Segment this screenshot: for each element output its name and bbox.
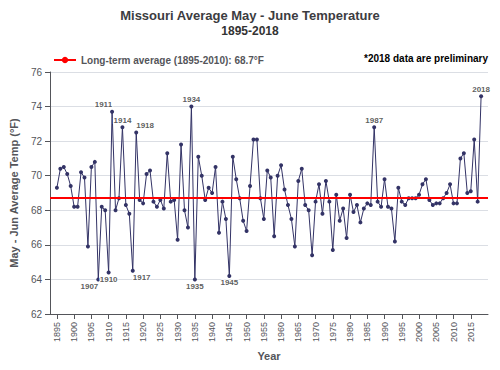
svg-text:1945: 1945 <box>220 278 238 287</box>
svg-text:1914: 1914 <box>114 116 132 125</box>
svg-text:1970: 1970 <box>311 322 321 342</box>
svg-text:1940: 1940 <box>207 322 217 342</box>
svg-text:66: 66 <box>31 239 43 250</box>
svg-text:68: 68 <box>31 205 43 216</box>
svg-text:2015: 2015 <box>466 322 476 342</box>
svg-text:1915: 1915 <box>121 322 131 342</box>
svg-text:64: 64 <box>31 274 43 285</box>
svg-text:1960: 1960 <box>276 322 286 342</box>
svg-text:1895: 1895 <box>52 322 62 342</box>
svg-text:1990: 1990 <box>380 322 390 342</box>
svg-text:Year: Year <box>257 350 281 362</box>
svg-text:2018: 2018 <box>472 85 490 94</box>
svg-text:74: 74 <box>31 101 43 112</box>
svg-text:Long-term average (1895-2010):: Long-term average (1895-2010): 68.7°F <box>81 55 264 66</box>
svg-text:1917: 1917 <box>133 273 151 282</box>
svg-text:1980: 1980 <box>345 322 355 342</box>
svg-text:1907: 1907 <box>80 282 98 291</box>
svg-text:Missouri Average May - June Te: Missouri Average May - June Temperature <box>120 8 380 23</box>
svg-text:1935: 1935 <box>186 282 204 291</box>
svg-text:1975: 1975 <box>328 322 338 342</box>
svg-text:70: 70 <box>31 170 43 181</box>
svg-text:1965: 1965 <box>293 322 303 342</box>
svg-text:1950: 1950 <box>242 322 252 342</box>
svg-text:1987: 1987 <box>365 116 383 125</box>
svg-text:1910: 1910 <box>104 322 114 342</box>
svg-text:1925: 1925 <box>155 322 165 342</box>
svg-text:1930: 1930 <box>173 322 183 342</box>
svg-text:*2018 data are preliminary: *2018 data are preliminary <box>364 53 488 64</box>
svg-text:62: 62 <box>31 309 43 320</box>
svg-text:May - Jun Average Temp (°F): May - Jun Average Temp (°F) <box>8 118 20 268</box>
svg-text:1911: 1911 <box>95 100 113 109</box>
svg-text:1905: 1905 <box>86 322 96 342</box>
svg-text:1910: 1910 <box>100 275 118 284</box>
svg-text:1920: 1920 <box>138 322 148 342</box>
svg-text:1985: 1985 <box>362 322 372 342</box>
svg-text:1934: 1934 <box>183 95 201 104</box>
svg-text:1935: 1935 <box>190 322 200 342</box>
svg-text:1895-2018: 1895-2018 <box>221 24 279 38</box>
svg-text:1945: 1945 <box>224 322 234 342</box>
svg-text:2000: 2000 <box>414 322 424 342</box>
svg-text:1955: 1955 <box>259 322 269 342</box>
svg-text:2005: 2005 <box>431 322 441 342</box>
svg-text:1900: 1900 <box>69 322 79 342</box>
svg-text:2010: 2010 <box>449 322 459 342</box>
svg-text:1995: 1995 <box>397 322 407 342</box>
svg-text:1918: 1918 <box>136 121 154 130</box>
svg-text:76: 76 <box>31 67 43 78</box>
svg-text:72: 72 <box>31 136 43 147</box>
